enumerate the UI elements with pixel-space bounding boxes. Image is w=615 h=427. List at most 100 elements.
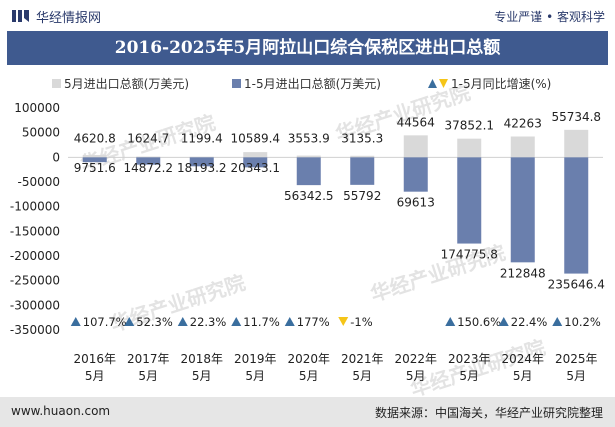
x-tick-label-year: 2017年 bbox=[127, 352, 170, 366]
chart-title: 2016-2025年5月阿拉山口综合保税区进出口总额 bbox=[114, 38, 501, 58]
growth-label: 10.2% bbox=[564, 315, 601, 329]
data-label-cumulative: 14872.2 bbox=[123, 161, 173, 175]
y-tick-label: -200000 bbox=[10, 249, 60, 263]
x-tick-label-month: 5月 bbox=[245, 369, 265, 383]
data-label-cumulative: 212848 bbox=[500, 266, 546, 280]
bar-may bbox=[457, 138, 482, 158]
growth-marker-up bbox=[124, 317, 135, 326]
growth-marker-up bbox=[70, 317, 81, 326]
growth-marker-down bbox=[338, 317, 349, 326]
data-label-cumulative: 18193.2 bbox=[177, 161, 227, 175]
bar-cumulative bbox=[243, 157, 268, 168]
bar-may bbox=[189, 156, 214, 158]
x-tick-label-year: 2023年 bbox=[448, 352, 491, 366]
data-label-cumulative: 9751.6 bbox=[74, 161, 116, 175]
y-tick-label: -50000 bbox=[17, 175, 60, 189]
title-bar: 2016-2025年5月阿拉山口综合保税区进出口总额 bbox=[7, 31, 608, 65]
y-tick-label: 50000 bbox=[22, 126, 60, 140]
y-tick-label: -350000 bbox=[10, 323, 60, 337]
bar-cumulative bbox=[457, 157, 482, 244]
watermark: 华经产业研究院 bbox=[108, 270, 249, 336]
x-tick-label-year: 2022年 bbox=[394, 352, 437, 366]
y-tick-label: -150000 bbox=[10, 224, 60, 238]
bar-may bbox=[296, 155, 321, 158]
bar-may bbox=[403, 135, 428, 158]
bar-cumulative bbox=[564, 157, 589, 274]
growth-label: 177% bbox=[297, 315, 330, 329]
growth-label: -1% bbox=[350, 315, 372, 329]
bar-cumulative bbox=[510, 157, 535, 263]
bar-cumulative bbox=[296, 157, 321, 186]
x-tick-label-month: 5月 bbox=[459, 369, 479, 383]
legend-swatch-1 bbox=[232, 79, 241, 88]
x-tick-label-year: 2021年 bbox=[341, 352, 384, 366]
legend-swatch-down-2 bbox=[439, 79, 448, 88]
x-tick-label-month: 5月 bbox=[513, 369, 533, 383]
data-label-may: 1199.4 bbox=[181, 132, 223, 146]
data-label-cumulative: 56342.5 bbox=[284, 189, 334, 203]
top-bar: 华经情报网 专业严谨 • 客观科学 bbox=[0, 0, 615, 30]
data-label-may: 3135.3 bbox=[341, 132, 383, 146]
data-label-may: 3553.9 bbox=[288, 132, 330, 146]
bar-cumulative bbox=[403, 157, 428, 192]
x-tick-label-month: 5月 bbox=[138, 369, 158, 383]
data-label-cumulative: 55792 bbox=[343, 189, 381, 203]
growth-marker-up bbox=[177, 317, 188, 326]
growth-marker-up bbox=[498, 317, 509, 326]
x-tick-label-month: 5月 bbox=[566, 369, 586, 383]
bar-cumulative bbox=[350, 157, 375, 185]
bar-may bbox=[82, 155, 107, 158]
growth-label: 22.4% bbox=[511, 315, 548, 329]
brand-name: 华经情报网 bbox=[36, 11, 102, 26]
data-label-may: 1624.7 bbox=[127, 132, 169, 146]
footer: www.huaon.com 数据来源：中国海关，华经产业研究院整理 bbox=[0, 397, 615, 427]
x-tick-label-year: 2025年 bbox=[555, 352, 598, 366]
x-tick-label-month: 5月 bbox=[406, 369, 426, 383]
growth-label: 150.6% bbox=[457, 315, 501, 329]
bar-may bbox=[243, 152, 268, 158]
x-tick-label-year: 2019年 bbox=[234, 352, 277, 366]
legend-swatch-0 bbox=[52, 79, 61, 88]
data-label-cumulative: 20343.1 bbox=[230, 161, 280, 175]
legend-label: 1-5月同比增速(%) bbox=[451, 77, 551, 91]
data-label-may: 44564 bbox=[397, 115, 435, 129]
bar-cumulative bbox=[136, 157, 161, 165]
legend-label: 5月进出口总额(万美元) bbox=[64, 77, 189, 91]
x-tick-label-month: 5月 bbox=[352, 369, 372, 383]
bar-may bbox=[564, 129, 589, 158]
y-tick-label: -100000 bbox=[10, 200, 60, 214]
growth-label: 11.7% bbox=[243, 315, 280, 329]
growth-marker-up bbox=[231, 317, 242, 326]
legend-label: 1-5月进出口总额(万美元) bbox=[244, 77, 381, 91]
data-label-may: 55734.8 bbox=[551, 110, 601, 124]
data-label-may: 10589.4 bbox=[230, 132, 280, 146]
growth-label: 22.3% bbox=[190, 315, 227, 329]
bar-cumulative bbox=[82, 157, 107, 163]
growth-label: 107.7% bbox=[83, 315, 127, 329]
x-tick-label-year: 2016年 bbox=[73, 352, 116, 366]
growth-marker-up bbox=[445, 317, 456, 326]
x-tick-label-month: 5月 bbox=[192, 369, 212, 383]
growth-label: 52.3% bbox=[136, 315, 173, 329]
x-tick-label-year: 2018年 bbox=[180, 352, 223, 366]
y-tick-label: 0 bbox=[52, 150, 60, 164]
bar-may bbox=[136, 156, 161, 158]
y-tick-label: 100000 bbox=[14, 101, 60, 115]
x-tick-label-year: 2020年 bbox=[287, 352, 330, 366]
x-tick-label-month: 5月 bbox=[85, 369, 105, 383]
x-tick-label-month: 5月 bbox=[299, 369, 319, 383]
footer-source: 数据来源：中国海关，华经产业研究院整理 bbox=[374, 406, 603, 420]
data-label-may: 37852.1 bbox=[444, 119, 494, 133]
bar-may bbox=[510, 136, 535, 158]
tagline: 专业严谨 • 客观科学 bbox=[494, 10, 605, 24]
y-tick-label: -300000 bbox=[10, 298, 60, 312]
footer-website[interactable]: www.huaon.com bbox=[11, 404, 111, 418]
data-label-may: 42263 bbox=[504, 116, 542, 130]
data-label-cumulative: 174775.8 bbox=[441, 248, 498, 262]
legend-swatch-up-2 bbox=[428, 79, 437, 88]
x-tick-label-year: 2024年 bbox=[501, 352, 544, 366]
data-label-cumulative: 235646.4 bbox=[548, 278, 605, 292]
brand-logo-icon bbox=[12, 10, 29, 22]
